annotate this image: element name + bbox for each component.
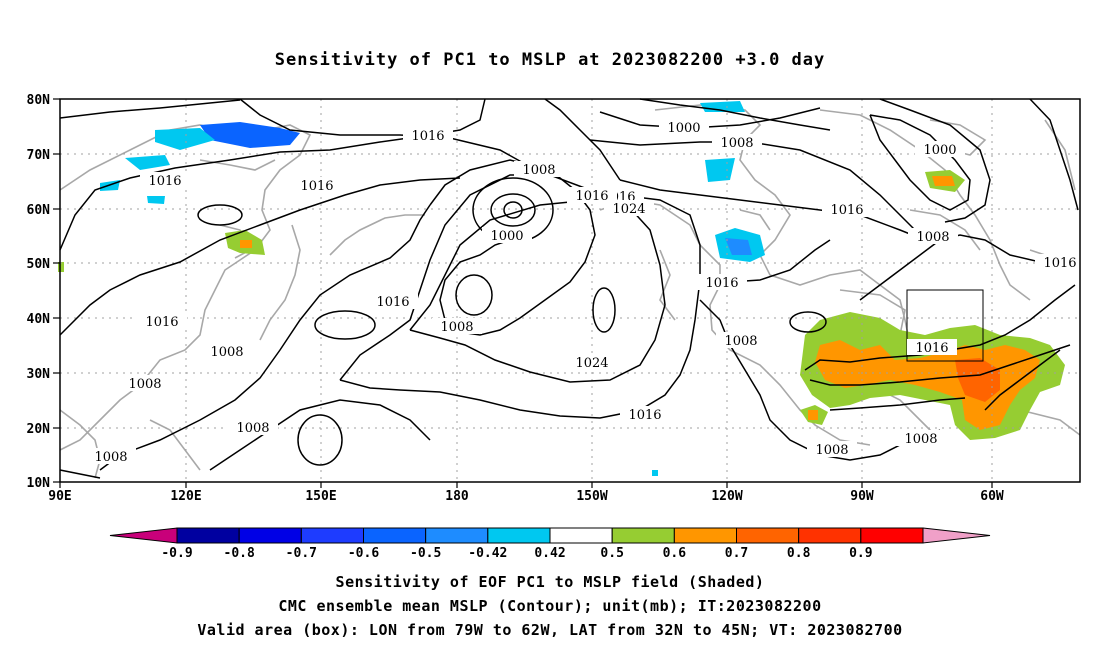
- colorbar-end-low: [109, 527, 178, 544]
- contour-label: 1016: [830, 203, 863, 218]
- contour-label: 1008: [815, 443, 848, 458]
- contour-labels: 1016 1016 1016 1016 1000 1008 1016 1024 …: [86, 119, 1080, 465]
- lat-label: 40N: [27, 312, 51, 327]
- colorbar-segment: [363, 527, 427, 544]
- colorbar-segment: [673, 527, 737, 544]
- lon-label: 120E: [170, 489, 201, 504]
- lat-label: 60N: [27, 203, 51, 218]
- colorbar-segment: [176, 527, 240, 544]
- lat-label: 30N: [27, 367, 51, 382]
- contour-label: 1016: [300, 179, 333, 194]
- colorbar-segment: [860, 527, 924, 544]
- contour-label: 1024: [612, 202, 645, 217]
- contour-label: 1000: [490, 229, 523, 244]
- colorbar-label: 0.5: [600, 546, 623, 561]
- contour-label: 1000: [667, 121, 700, 136]
- lon-label: 120W: [711, 489, 742, 504]
- caption-line-2: CMC ensemble mean MSLP (Contour); unit(m…: [278, 597, 822, 615]
- contour-label: 1008: [210, 345, 243, 360]
- contour-label: 1016: [376, 295, 409, 310]
- colorbar-segment: [238, 527, 302, 544]
- contour-label: 1016: [1043, 256, 1076, 271]
- sensitivity-shading: [58, 101, 1065, 476]
- contour-label: 1000: [923, 143, 956, 158]
- colorbar-segment: [611, 527, 675, 544]
- colorbar-label: -0.8: [224, 546, 255, 561]
- colorbar-segment: [736, 527, 800, 544]
- valid-area-box: [906, 289, 984, 362]
- mslp-contours: [59, 98, 1079, 479]
- colorbar-segment: [798, 527, 862, 544]
- lat-label: 80N: [27, 93, 51, 108]
- contour-label: 1016: [575, 189, 608, 204]
- colorbar-label: -0.5: [410, 546, 441, 561]
- colorbar-segment: [300, 527, 365, 544]
- colorbar-segment: [425, 527, 489, 544]
- colorbar-label: 0.6: [663, 546, 687, 561]
- contour-label: 1016: [628, 408, 661, 423]
- colorbar-segment: [549, 527, 613, 544]
- caption-line-3: Valid area (box): LON from 79W to 62W, L…: [197, 621, 903, 639]
- colorbar-label: -0.6: [348, 546, 379, 561]
- lon-label: 180: [445, 489, 469, 504]
- lon-label: 90W: [850, 489, 874, 504]
- coastlines: [59, 104, 1081, 479]
- colorbar-end-high: [922, 527, 991, 544]
- contour-label: 1008: [236, 421, 269, 436]
- contour-label: 1008: [904, 432, 937, 447]
- lat-label: 50N: [27, 257, 51, 272]
- colorbar-label: -0.42: [468, 546, 507, 561]
- contour-label: 1008: [128, 377, 161, 392]
- contour-label: 1008: [724, 334, 757, 349]
- lat-label: 70N: [27, 148, 51, 163]
- contour-label: 1008: [94, 450, 127, 465]
- colorbar-label: -0.7: [286, 546, 317, 561]
- lon-label: 60W: [980, 489, 1004, 504]
- contour-label: 1016: [915, 341, 948, 356]
- colorbar-label: 0.8: [787, 546, 811, 561]
- contour-label: 1016: [148, 174, 181, 189]
- contour-label: 1008: [916, 230, 949, 245]
- map-frame: [59, 98, 1081, 483]
- longitude-labels: 90E 120E 150E 180 150W 120W 90W 60W: [48, 489, 1004, 504]
- contour-label: 1024: [575, 356, 608, 371]
- contour-label: 1008: [522, 163, 555, 178]
- colorbar-label: 0.9: [849, 546, 872, 561]
- colorbar: -0.9 -0.8 -0.7 -0.6 -0.5 -0.42 0.42 0.5 0.6 0.7 0.…: [109, 527, 991, 561]
- axis-ticks: [53, 98, 993, 488]
- contour-label: 1008: [720, 136, 753, 151]
- colorbar-label: -0.9: [161, 546, 192, 561]
- lat-label: 20N: [27, 422, 51, 437]
- lon-label: 150E: [305, 489, 336, 504]
- contour-label: 1016: [411, 129, 444, 144]
- contour-label: 1008: [440, 320, 473, 335]
- lon-label: 150W: [576, 489, 607, 504]
- colorbar-segment: [487, 527, 551, 544]
- lat-label: 10N: [27, 476, 51, 491]
- contour-label: 1016: [145, 315, 178, 330]
- colorbar-label: 0.42: [534, 546, 565, 561]
- caption-line-1: Sensitivity of EOF PC1 to MSLP field (Sh…: [335, 573, 765, 591]
- colorbar-label: 0.7: [725, 546, 748, 561]
- latitude-labels: 80N 70N 60N 50N 40N 30N 20N 10N: [27, 93, 51, 491]
- lon-label: 90E: [48, 489, 71, 504]
- chart-title: Sensitivity of PC1 to MSLP at 2023082200…: [274, 50, 826, 70]
- contour-label: 1016: [705, 276, 738, 291]
